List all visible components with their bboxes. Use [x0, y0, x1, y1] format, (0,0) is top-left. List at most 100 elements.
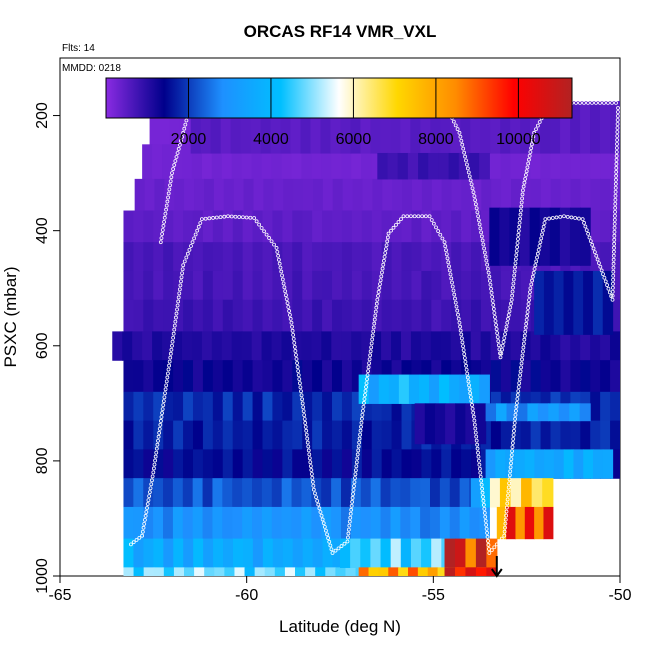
heatmap-cell	[480, 299, 492, 332]
track-point	[357, 440, 362, 445]
track-point	[322, 525, 327, 529]
track-point	[373, 313, 378, 318]
heatmap-cell	[580, 101, 591, 154]
heatmap-cell	[301, 478, 312, 508]
track-point	[159, 236, 164, 241]
track-point	[177, 143, 182, 147]
track-point	[162, 219, 166, 224]
track-point	[172, 323, 177, 328]
track-point	[175, 307, 179, 312]
track-point	[469, 399, 474, 403]
heatmap-cell	[263, 178, 274, 212]
heatmap-cell	[312, 538, 324, 568]
track-point	[463, 359, 468, 364]
heatmap-cell	[122, 331, 133, 361]
heatmap-cell	[202, 420, 214, 450]
heatmap-cell	[451, 242, 462, 272]
track-point	[455, 127, 460, 131]
track-point	[179, 279, 183, 284]
track-point	[316, 502, 321, 507]
heatmap-cell	[371, 331, 382, 361]
heatmap-cell	[153, 391, 164, 422]
track-point	[499, 536, 504, 541]
track-point	[180, 271, 184, 276]
track-point	[157, 426, 162, 431]
track-point	[528, 150, 533, 154]
heatmap-cell	[302, 242, 313, 272]
track-point	[305, 436, 310, 441]
heatmap-cell	[400, 538, 412, 568]
heatmap-cell	[421, 299, 432, 332]
heatmap-cell	[341, 506, 352, 540]
heatmap-cell	[371, 270, 383, 301]
track-point	[514, 405, 519, 409]
track-point	[218, 215, 223, 220]
track-point	[434, 225, 438, 230]
track-point	[461, 344, 465, 349]
heatmap-cell	[549, 207, 561, 266]
heatmap-cell	[350, 538, 361, 568]
track-point	[506, 317, 510, 321]
track-point	[508, 465, 513, 470]
heatmap-cell	[485, 403, 497, 422]
track-point	[483, 514, 488, 519]
track-point	[494, 323, 498, 327]
heatmap-cell	[510, 299, 522, 332]
heatmap-cell	[252, 449, 264, 479]
track-point	[614, 158, 619, 162]
track-point	[612, 225, 617, 230]
heatmap-cell	[143, 506, 154, 540]
heatmap-cell	[401, 299, 413, 332]
heatmap-cell	[410, 506, 421, 540]
track-point	[362, 397, 367, 401]
track-point	[529, 146, 534, 151]
heatmap-cell	[192, 506, 204, 540]
heatmap-cell	[583, 270, 594, 335]
heatmap-cell	[332, 538, 344, 568]
heatmap-cell	[351, 210, 363, 243]
track-point	[462, 356, 467, 360]
track-point	[160, 411, 164, 415]
heatmap-cell	[431, 242, 442, 272]
track-point	[290, 324, 294, 329]
heatmap-cell	[515, 506, 526, 540]
y-tick-label: 600	[34, 332, 51, 359]
track-point	[241, 215, 245, 220]
heatmap-cell	[252, 506, 263, 540]
heatmap-cell	[330, 101, 342, 154]
track-point	[533, 263, 538, 268]
track-point	[524, 321, 529, 326]
track-point	[365, 377, 369, 382]
x-tick-label: -50	[608, 587, 631, 604]
heatmap-cell	[500, 144, 512, 180]
track-point	[313, 491, 317, 496]
track-point	[509, 457, 514, 462]
heatmap-cell	[222, 360, 234, 393]
heatmap-cell	[183, 420, 194, 450]
track-point	[479, 482, 484, 487]
heatmap-cell	[302, 391, 313, 422]
track-point	[162, 215, 167, 220]
heatmap-cell	[335, 567, 347, 576]
heatmap-cell	[133, 270, 144, 301]
heatmap-cell	[262, 420, 274, 450]
heatmap-cell	[401, 391, 413, 422]
track-point	[355, 452, 360, 457]
heatmap-cell	[411, 242, 422, 272]
heatmap-cell	[590, 210, 601, 243]
track-point	[465, 375, 470, 380]
heatmap-cell	[570, 331, 581, 361]
track-point	[473, 426, 478, 431]
track-point	[506, 313, 511, 317]
track-point	[164, 379, 169, 384]
track-point	[429, 218, 434, 222]
track-point	[594, 253, 599, 258]
track-point	[164, 207, 168, 212]
track-point	[516, 228, 521, 233]
track-point	[196, 224, 201, 229]
heatmap-cell	[500, 360, 512, 393]
heatmap-cell	[560, 420, 571, 450]
heatmap-cell	[560, 178, 572, 212]
heatmap-cell	[451, 299, 462, 332]
heatmap-cell	[332, 210, 343, 243]
